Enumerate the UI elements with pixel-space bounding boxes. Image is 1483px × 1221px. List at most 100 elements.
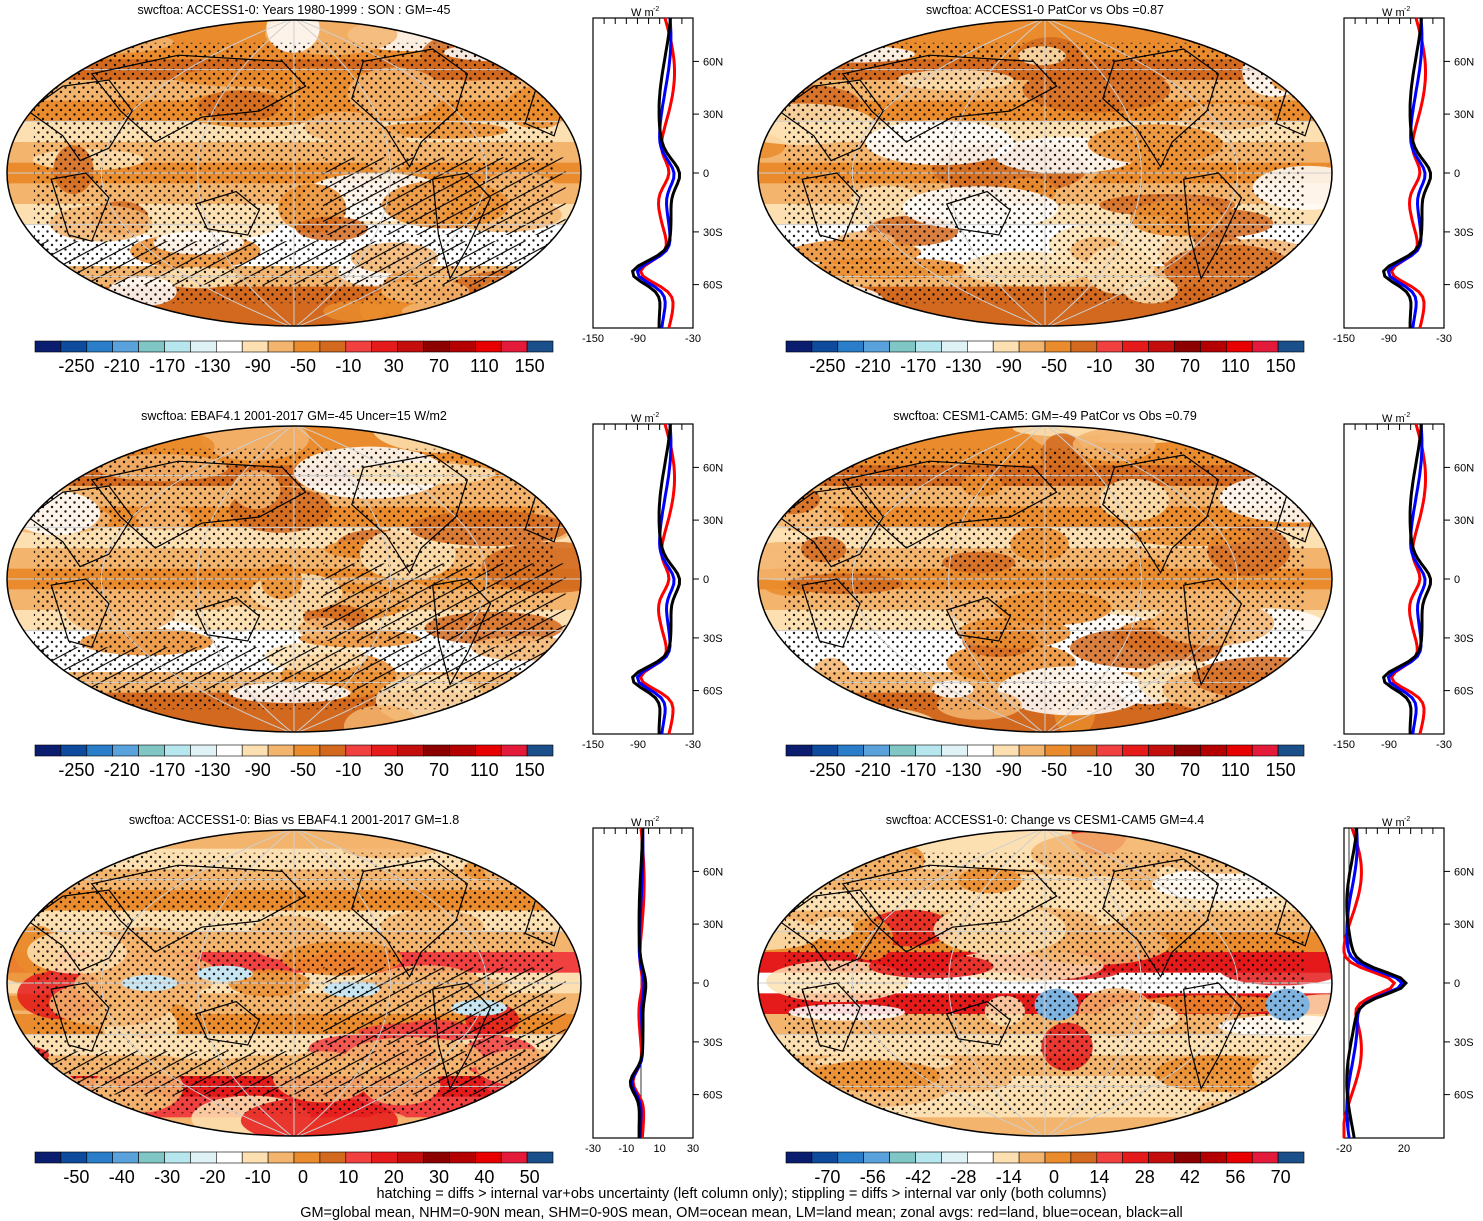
colorbar-swatch xyxy=(371,1151,398,1164)
colorbar-swatch xyxy=(1148,1151,1175,1164)
colorbar: -250 -210 -170 -130 -90 -50 -10 30 70 110 150 xyxy=(34,340,554,376)
x-tick-label: -30 xyxy=(585,1143,601,1155)
colorbar-tick-label: 50 xyxy=(520,1167,540,1187)
colorbar-swatch xyxy=(526,744,554,757)
meridian-line xyxy=(851,830,1046,1136)
unit-superscript: -2 xyxy=(1404,816,1410,823)
colorbar-swatch xyxy=(1122,1151,1149,1164)
meridian-line xyxy=(851,426,1046,732)
coastline xyxy=(27,79,133,162)
colorbar-swatch xyxy=(397,340,424,353)
lat-tick-label: 60N xyxy=(1454,56,1474,68)
colorbar-tick-label: -50 xyxy=(290,760,316,780)
meridian-line xyxy=(1044,426,1239,732)
colorbar-tick-label: -170 xyxy=(900,356,936,376)
coastline xyxy=(1102,454,1220,575)
colorbar-swatch xyxy=(1096,1151,1123,1164)
unit-label: W m xyxy=(1382,817,1405,829)
colorbar-swatch xyxy=(1251,744,1279,757)
colorbar-tick-label: -14 xyxy=(996,1167,1022,1187)
series-land xyxy=(1389,17,1427,329)
colorbar-swatch xyxy=(1225,744,1253,757)
coastline xyxy=(945,190,1012,236)
colorbar-tick-label: -210 xyxy=(104,356,140,376)
colorbar-swatch xyxy=(86,744,113,757)
x-tick-label: -30 xyxy=(1436,739,1452,751)
meridian-line xyxy=(1044,20,1239,326)
colorbar-swatch xyxy=(474,744,502,757)
colorbar-swatch xyxy=(216,340,243,353)
coastline xyxy=(1183,578,1243,686)
colorbar-tick-label: 20 xyxy=(384,1167,404,1187)
coastline xyxy=(27,485,133,568)
colorbar-swatch xyxy=(785,744,813,757)
colorbar-swatch xyxy=(1018,340,1046,353)
colorbar-tick-label: -70 xyxy=(814,1167,840,1187)
colorbar-tick-label: 70 xyxy=(429,760,449,780)
coastline xyxy=(90,864,307,953)
colorbar-tick-label: 42 xyxy=(1180,1167,1200,1187)
colorbar-swatch xyxy=(837,744,864,757)
colorbar: -70 -56 -42 -28 -14 0 14 28 42 56 70 xyxy=(785,1151,1305,1187)
colorbar-tick-label: 14 xyxy=(1089,1167,1109,1187)
field-blob xyxy=(781,436,826,474)
colorbar-swatch xyxy=(967,744,994,757)
coastline xyxy=(194,596,261,642)
colorbar-swatch xyxy=(34,1151,62,1164)
hatching xyxy=(322,563,566,641)
coastline xyxy=(432,578,492,686)
colorbar-swatch xyxy=(1277,744,1305,757)
x-tick-label: -150 xyxy=(1333,739,1355,751)
colorbar: -250 -210 -170 -130 -90 -50 -10 30 70 110 150 xyxy=(785,340,1305,376)
colorbar-swatch xyxy=(1174,340,1201,353)
lat-tick-label: 30N xyxy=(703,515,723,527)
series-ocean xyxy=(1386,423,1427,735)
meridian-line xyxy=(293,20,391,326)
coastline xyxy=(801,982,861,1052)
colorbar-swatch xyxy=(345,340,372,353)
colorbar-tick-label: 28 xyxy=(1135,1167,1155,1187)
colorbar-swatch xyxy=(34,340,62,353)
coastline xyxy=(90,54,307,143)
colorbar-tick-label: -10 xyxy=(335,760,361,780)
x-tick-label: -90 xyxy=(1381,739,1397,751)
coastline xyxy=(194,190,261,236)
series-ocean xyxy=(635,423,676,735)
colorbar-swatch xyxy=(1225,340,1253,353)
series-all xyxy=(630,423,682,734)
colorbar-swatch xyxy=(397,744,424,757)
colorbar-tick-label: -210 xyxy=(855,356,891,376)
colorbar-swatch xyxy=(267,1151,295,1164)
coastline xyxy=(351,48,469,169)
colorbar-swatch xyxy=(1070,744,1098,757)
colorbar-swatch xyxy=(241,340,269,353)
colorbar-tick-label: -250 xyxy=(809,760,845,780)
colorbar-tick-label: -20 xyxy=(199,1167,225,1187)
coastline xyxy=(351,454,469,575)
meridian-line xyxy=(293,830,488,1136)
field-blob xyxy=(323,300,387,322)
colorbar-swatch xyxy=(1251,1151,1279,1164)
field-blob xyxy=(57,33,111,53)
colorbar-swatch xyxy=(86,1151,113,1164)
colorbar-swatch xyxy=(216,744,243,757)
unit-superscript: -2 xyxy=(1404,412,1410,419)
world-map xyxy=(6,425,582,733)
colorbar-tick-label: -50 xyxy=(290,356,316,376)
colorbar-tick-label: 150 xyxy=(515,356,545,376)
series-land xyxy=(638,423,676,735)
colorbar-tick-label: 110 xyxy=(470,760,499,780)
map-title: swcftoa: ACCESS1-0 PatCor vs Obs =0.87 xyxy=(926,3,1164,17)
meridian-line xyxy=(293,830,391,1136)
colorbar: -250 -210 -170 -130 -90 -50 -10 30 70 110 150 xyxy=(785,744,1305,780)
map-title: swcftoa: ACCESS1-0: Change vs CESM1-CAM5… xyxy=(885,813,1205,827)
meridian-line xyxy=(100,830,295,1136)
colorbar-swatch xyxy=(164,744,191,757)
colorbar-swatch xyxy=(1200,744,1227,757)
colorbar-swatch xyxy=(190,340,217,353)
field-blob xyxy=(864,25,910,45)
map-border xyxy=(757,425,1333,733)
colorbar-swatch xyxy=(423,1151,450,1164)
colorbar: -250 -210 -170 -130 -90 -50 -10 30 70 110 150 xyxy=(34,744,554,780)
meridian-line xyxy=(851,20,1046,326)
